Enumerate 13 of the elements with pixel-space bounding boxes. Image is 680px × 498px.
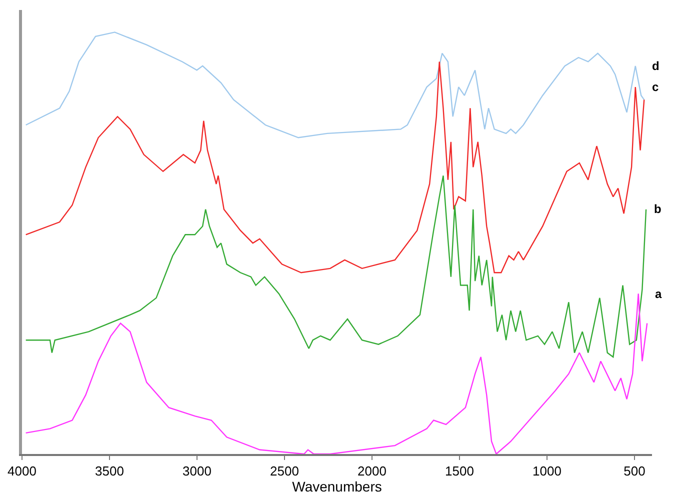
x-tick-label: 1500 [445,464,474,479]
series-label: a [655,287,662,301]
x-tick-label: 2500 [270,464,299,479]
x-tick-label: 2000 [358,464,386,479]
series-label: d [652,59,660,73]
x-tick-label: 3000 [182,464,212,479]
series-label: c [652,80,659,94]
x-tick-label: 500 [624,464,646,479]
x-tick-label: 1000 [532,464,562,479]
x-tick-label: 3500 [95,464,124,479]
series-label: b [654,202,662,216]
x-tick-label: 4000 [8,464,36,479]
x-axis-title: Wavenumbers [292,478,382,495]
